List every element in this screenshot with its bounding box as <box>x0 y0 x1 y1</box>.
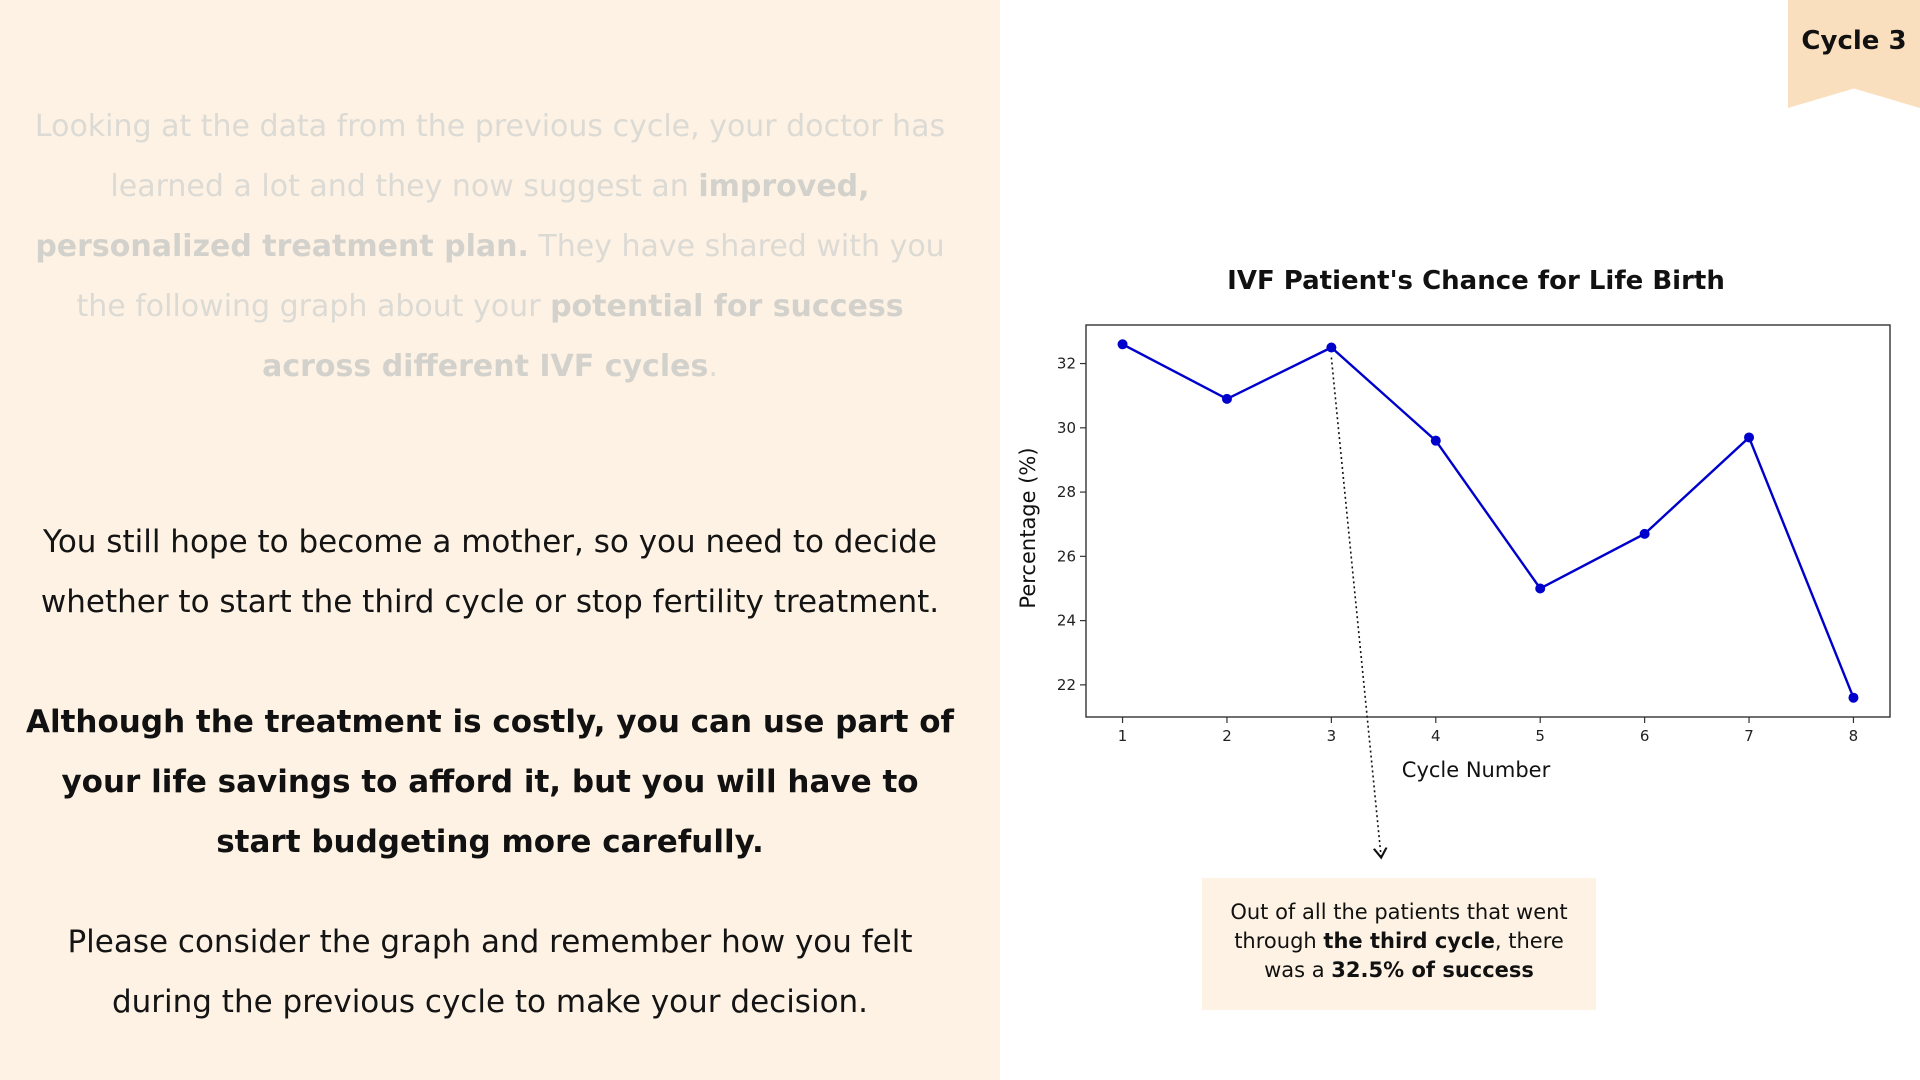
plot-frame <box>1085 324 1891 718</box>
y-tick-label: 22 <box>1057 676 1076 694</box>
cost-paragraph: Although the treatment is costly, you ca… <box>26 704 954 860</box>
y-tick-label: 32 <box>1057 355 1076 373</box>
chart-title: IVF Patient's Chance for Life Birth <box>1227 266 1725 296</box>
x-tick-label: 6 <box>1640 727 1650 745</box>
y-axis-label: Percentage (%) <box>1016 447 1040 609</box>
y-tick-label: 26 <box>1057 547 1076 565</box>
annotation-text-1: Out of all the patients that went throug… <box>1230 900 1568 953</box>
x-tick-label: 3 <box>1327 727 1337 745</box>
annotation-bold-2: 32.5% of success <box>1331 958 1534 982</box>
x-tick-label: 4 <box>1431 727 1441 745</box>
x-tick-label: 5 <box>1535 727 1545 745</box>
intro-text-2: They have shared with you the following … <box>76 229 945 324</box>
data-point <box>1326 342 1337 353</box>
intro-paragraph: Looking at the data from the previous cy… <box>20 97 960 397</box>
data-point <box>1117 339 1128 350</box>
annotation-bold-1: the third cycle <box>1323 929 1495 953</box>
x-tick-label: 7 <box>1744 727 1754 745</box>
annotation-arrow <box>1330 357 1381 856</box>
x-tick-label: 1 <box>1118 727 1128 745</box>
intro-bold-1: improved, personalized treatment plan. <box>35 169 870 264</box>
data-point <box>1848 692 1859 703</box>
left-panel <box>0 0 1000 1080</box>
intro-text-1: Looking at the data from the previous cy… <box>34 109 946 204</box>
y-tick-label: 28 <box>1057 483 1076 501</box>
data-point <box>1744 432 1755 443</box>
decision-paragraph: You still hope to become a mother, so yo… <box>40 524 940 620</box>
series-line <box>1121 343 1855 699</box>
cycle-label: Cycle 3 <box>1801 26 1907 56</box>
y-tick-label: 24 <box>1057 612 1076 630</box>
x-tick-label: 2 <box>1222 727 1232 745</box>
consider-paragraph: Please consider the graph and remember h… <box>67 924 913 1020</box>
data-point <box>1639 528 1650 539</box>
y-tick-label: 30 <box>1057 419 1076 437</box>
data-point <box>1535 583 1546 594</box>
x-axis-label: Cycle Number <box>1401 758 1551 782</box>
x-tick-label: 8 <box>1849 727 1859 745</box>
cycle-ribbon: Cycle 3 <box>1788 0 1920 108</box>
data-point <box>1221 393 1232 404</box>
annotation-text-2: , there was a <box>1264 929 1564 982</box>
data-point <box>1430 435 1441 446</box>
annotation-box: Out of all the patients that went throug… <box>1202 878 1596 1010</box>
intro-bold-2: potential for success across different I… <box>262 289 904 384</box>
intro-text-3: . <box>708 349 718 384</box>
